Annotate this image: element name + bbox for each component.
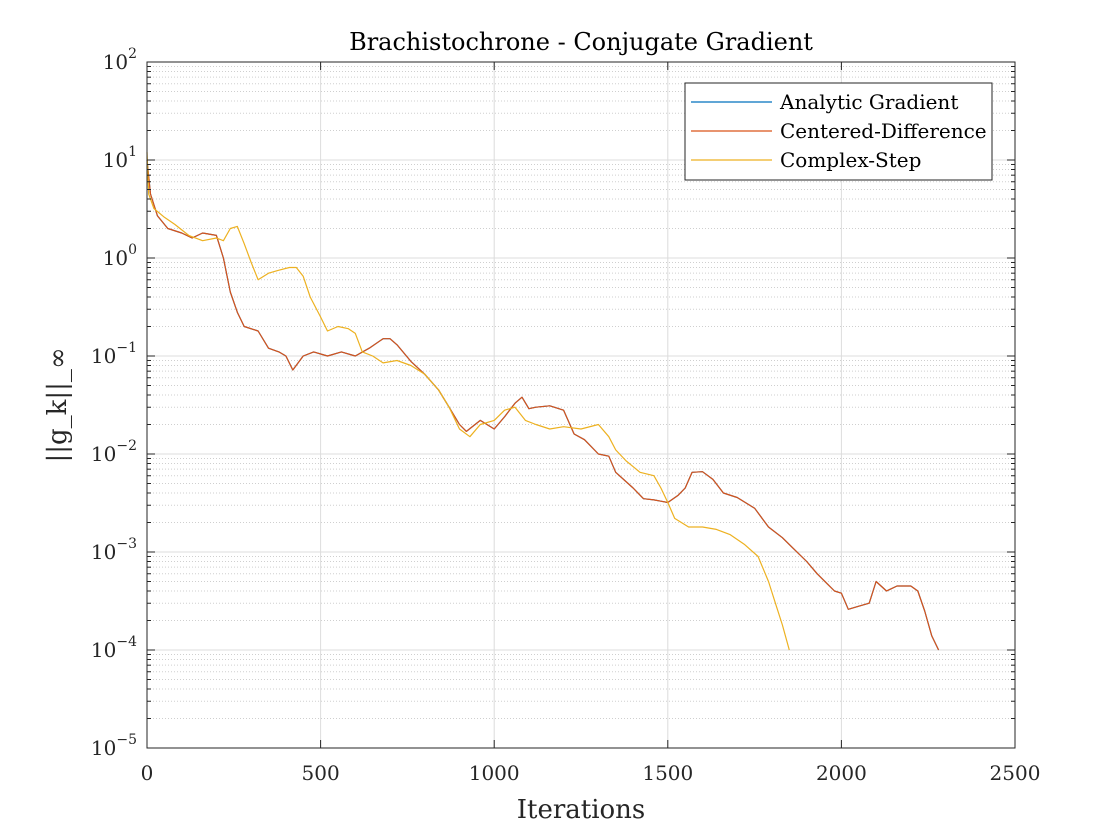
y-tick-label: 10−1 bbox=[91, 340, 137, 368]
legend-label: Centered-Difference bbox=[780, 119, 987, 143]
y-axis-title: ||g_k||_∞ bbox=[43, 347, 73, 462]
chart-title: Brachistochrone - Conjugate Gradient bbox=[349, 28, 813, 56]
y-tick-label: 101 bbox=[103, 144, 137, 172]
legend-label: Complex-Step bbox=[780, 148, 921, 172]
y-tick-label: 10−2 bbox=[91, 438, 137, 466]
x-tick-label: 500 bbox=[302, 761, 340, 785]
y-tick-label: 10−4 bbox=[91, 634, 137, 662]
series-line bbox=[146, 152, 790, 651]
legend-label: Analytic Gradient bbox=[779, 90, 958, 114]
x-tick-labels: 0 500 1000 1500 2000 2500 bbox=[141, 761, 1041, 785]
x-tick-label: 1500 bbox=[642, 761, 693, 785]
plot-frame bbox=[146, 61, 1016, 749]
y-tick-label: 10−5 bbox=[91, 732, 137, 760]
y-tick-label: 102 bbox=[103, 46, 137, 74]
series-line bbox=[146, 159, 940, 651]
x-axis-title: Iterations bbox=[517, 795, 646, 825]
legend: Analytic Gradient Centered-Difference Comp… bbox=[684, 82, 993, 181]
x-tick-label: 1000 bbox=[469, 761, 520, 785]
y-tick-labels: 10−5 10−4 10−3 10−2 10−1 100 101 102 bbox=[91, 46, 137, 760]
axis-ticks bbox=[146, 61, 1016, 749]
x-tick-label: 2500 bbox=[990, 761, 1041, 785]
x-tick-label: 2000 bbox=[816, 761, 867, 785]
y-tick-label: 100 bbox=[103, 242, 137, 270]
x-tick-label: 0 bbox=[141, 761, 154, 785]
y-tick-label: 10−3 bbox=[91, 536, 137, 564]
series-layer bbox=[146, 152, 940, 651]
